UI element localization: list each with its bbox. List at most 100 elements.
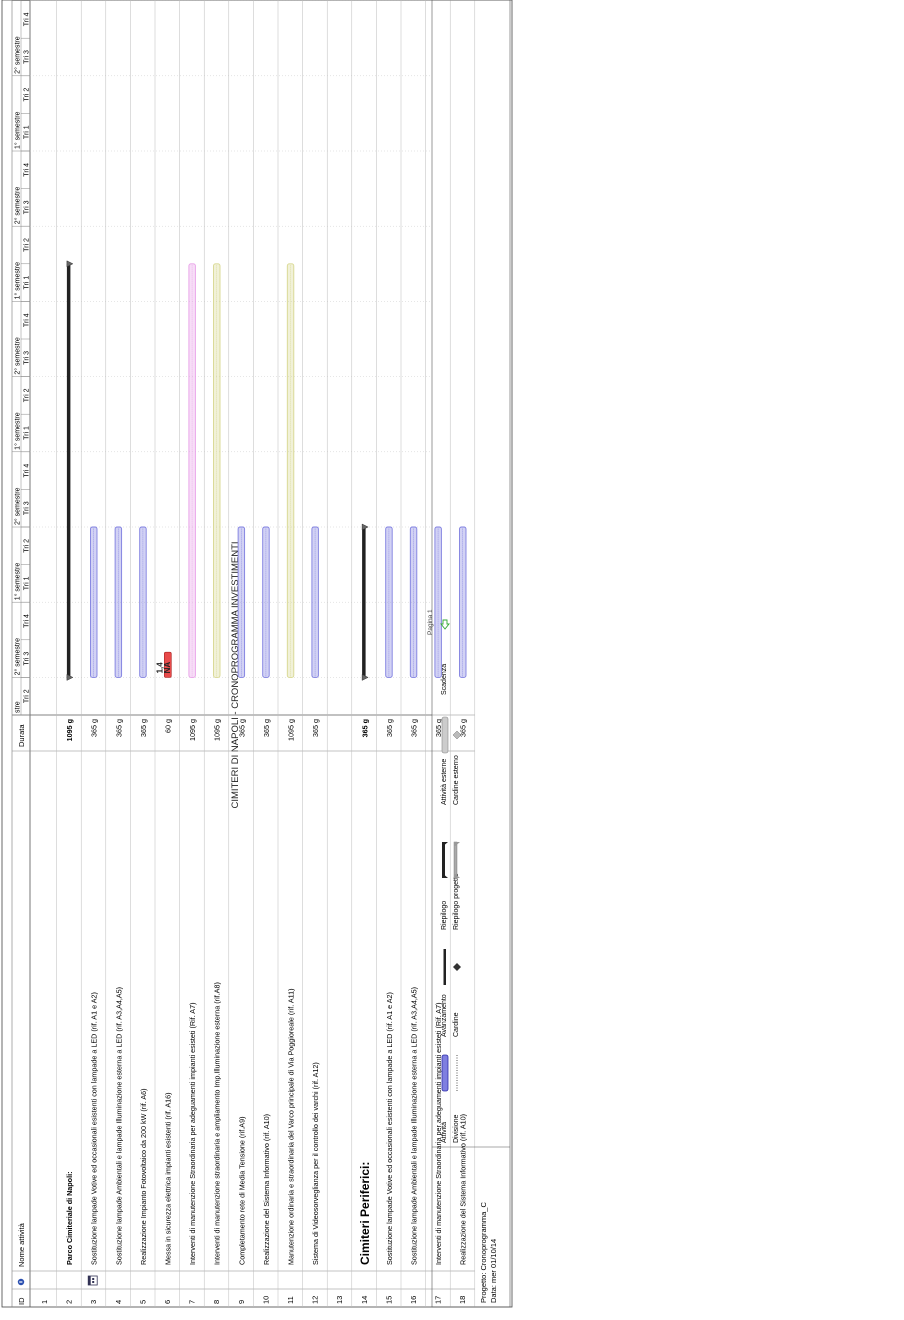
quarter-label: Tri 1	[24, 125, 31, 139]
critical-task-bar[interactable]: NA1,4	[155, 652, 172, 677]
project-name: Progetto: Cronoprogramma_C	[479, 1202, 488, 1303]
row-id: 8	[212, 1300, 221, 1304]
row-name: Interventi di manutenzione Straordinaria…	[188, 1003, 197, 1265]
legend-label: Riepilogo	[441, 901, 448, 930]
row-id: 17	[434, 1296, 443, 1304]
row-duration: 1095 g	[213, 719, 222, 741]
summary-bar[interactable]	[362, 524, 368, 680]
row-name: Interventi di manutenzione straordinaria…	[213, 982, 222, 1265]
project-date: Data: mer 01/10/14	[489, 1239, 498, 1303]
row-duration: 365 g	[385, 719, 394, 737]
row-id: 3	[89, 1300, 98, 1304]
row-name: Sostituzione lampade Votive ed occasiona…	[90, 992, 99, 1265]
legend-label: Avanzamento	[441, 994, 448, 1037]
row-id: 12	[311, 1296, 320, 1304]
period-label: 1° semestre	[14, 563, 22, 601]
period-label: 2° semestre	[14, 638, 22, 676]
task-table: 1 2Parco Cimiteriale di Napoli:1095 g3Sos…	[40, 0, 475, 1307]
bar-label-top: 1,4	[155, 662, 164, 674]
gantt-bars: NA1,4	[67, 261, 466, 681]
legend-label: Attività esterne	[441, 759, 448, 805]
external-tasks-icon	[442, 717, 448, 753]
task-bar[interactable]	[263, 527, 270, 677]
task-bar[interactable]	[189, 264, 196, 678]
task-bar[interactable]	[140, 527, 147, 677]
row-name: Messa in sicurezza elettrica impianti es…	[164, 1092, 173, 1265]
legend: Attività DivisioneAvanzamento CardineRiepi…	[441, 620, 461, 1143]
calendar-indicator-icon	[88, 1276, 97, 1285]
legend-label: Riepilogo progetto	[453, 873, 460, 930]
project-summary-icon	[454, 842, 460, 878]
row-duration: 1095 g	[287, 719, 296, 741]
summary-icon	[442, 842, 448, 878]
row-duration: 365 g	[90, 719, 99, 737]
quarter-label: Tri 3	[24, 652, 31, 666]
row-name: Realizzazione del Sistema Informativo (r…	[262, 1114, 271, 1265]
row-id: 5	[138, 1300, 147, 1304]
legend-label: Scadenza	[441, 664, 448, 695]
row-id: 2	[65, 1300, 74, 1304]
row-duration: 365 g	[410, 719, 419, 737]
row-name: Cimiteri Periferici:	[358, 1162, 372, 1265]
quarter-label: Tri 3	[24, 501, 31, 515]
quarter-label: Tri 3	[24, 351, 31, 365]
period-label: 2° semestre	[14, 487, 22, 525]
table-row[interactable]: 13	[335, 0, 352, 1307]
timescale: stre 2° semestre 1° semestre 2° semestre 1° …	[12, 0, 432, 715]
row-id: 11	[286, 1296, 295, 1304]
row-name: Manutenzione ordinaria e straordinaria d…	[287, 989, 296, 1265]
period-label: 1° semestre	[14, 412, 22, 450]
quarter-label: Tri 2	[24, 88, 31, 102]
table-row[interactable]: 1	[40, 0, 57, 1307]
page-number: Pagina 1	[427, 609, 434, 635]
period-label: 1° semestre	[14, 111, 22, 149]
row-id: 9	[237, 1300, 246, 1304]
row-duration: 60 g	[164, 719, 173, 733]
row-name: Completamento rete di Media Tensione (ri…	[237, 1117, 246, 1265]
row-duration: 1095 g	[65, 719, 74, 741]
row-duration: 365 g	[114, 719, 123, 737]
milestone-icon	[453, 963, 461, 971]
quarter-label: Tri 2	[24, 238, 31, 252]
row-id: 7	[188, 1300, 197, 1304]
row-name: Sistema di Videosorveglianza per il cont…	[311, 1062, 320, 1265]
task-bar[interactable]	[214, 264, 221, 678]
task-bar[interactable]	[386, 527, 393, 677]
row-id: 16	[409, 1296, 418, 1304]
period-label: 2° semestre	[14, 36, 22, 74]
row-id: 13	[335, 1296, 344, 1304]
legend-label: Divisione	[453, 1114, 460, 1143]
task-bar[interactable]	[312, 527, 319, 677]
quarter-label: Tri 2	[24, 689, 31, 703]
row-name: Realizzazione Impianto Fotovoltaico da 2…	[139, 1088, 148, 1265]
task-bar[interactable]	[435, 527, 442, 677]
legend-label: Cardine	[453, 1012, 460, 1037]
quarter-label: Tri 4	[24, 313, 31, 327]
row-id: 10	[261, 1296, 270, 1304]
row-id: 15	[384, 1296, 393, 1304]
quarter-label: Tri 3	[24, 200, 31, 214]
row-duration: 365 g	[360, 719, 369, 737]
table-row[interactable]: 14 Cimiteri Periferici: 365 g	[358, 0, 377, 1307]
task-icon	[442, 1055, 448, 1091]
task-bar[interactable]	[287, 264, 294, 678]
summary-bar[interactable]	[67, 261, 73, 681]
progress-icon	[444, 949, 447, 985]
quarter-label: Tri 1	[24, 426, 31, 440]
quarter-label: Tri 3	[24, 50, 31, 64]
legend-label: Cardine esterno	[453, 755, 460, 805]
period-label: stre	[15, 701, 22, 713]
row-duration: 365 g	[139, 719, 148, 737]
task-bar[interactable]	[238, 527, 245, 677]
task-bar[interactable]	[410, 527, 417, 677]
quarter-label: Tri 4	[24, 163, 31, 177]
task-bar[interactable]	[91, 527, 98, 677]
row-name: Sostituzione lampade Ambientali e lampad…	[114, 987, 123, 1265]
row-id: 6	[163, 1300, 172, 1304]
period-label: 2° semestre	[14, 187, 22, 225]
task-bar[interactable]	[115, 527, 122, 677]
quarter-label: Tri 1	[24, 576, 31, 590]
row-name: Sostituzione lampade Ambientali e lampad…	[410, 987, 419, 1265]
task-bar[interactable]	[460, 527, 467, 677]
